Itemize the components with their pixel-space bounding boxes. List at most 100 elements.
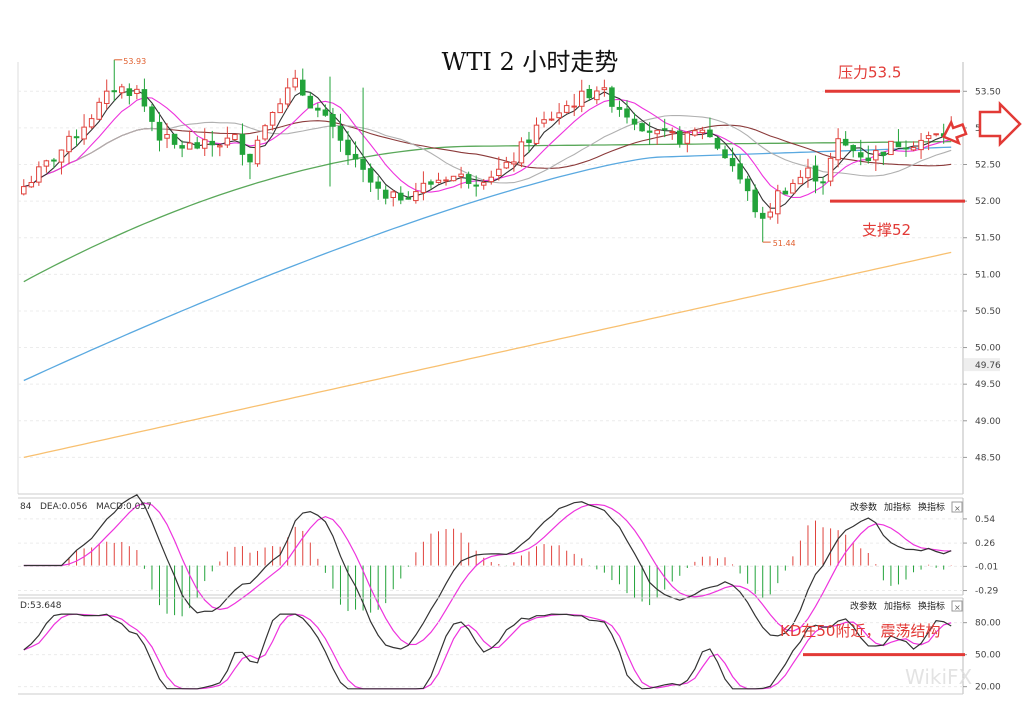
candle [88, 114, 95, 129]
candle [782, 187, 789, 195]
candle [842, 131, 849, 147]
candle-body [247, 153, 253, 163]
candle [367, 163, 374, 192]
macd-close-icon[interactable] [951, 501, 963, 513]
candle-body [262, 125, 268, 140]
candle-body [925, 135, 932, 139]
dea-label: DEA:0.056 [40, 502, 88, 512]
candle-body [631, 118, 638, 125]
kd-close-icon[interactable] [951, 600, 963, 612]
candle [322, 104, 329, 117]
candle-body [315, 107, 321, 111]
candle [277, 98, 283, 114]
candle [420, 171, 427, 201]
candle [594, 86, 600, 105]
kd-y-tick-label: 50.00 [975, 651, 1001, 661]
candle-body [194, 142, 200, 149]
candle-body [96, 101, 102, 120]
main-y-tick-label: 50.00 [975, 344, 1001, 354]
main-y-tick-label: 52.50 [975, 161, 1001, 171]
kd-edit-params-button[interactable]: 改参数 [850, 600, 877, 612]
candle-body [337, 125, 344, 141]
candle [722, 145, 728, 159]
candle-body [217, 145, 223, 148]
candle-body [624, 108, 630, 118]
watermark: WikiFX [905, 665, 973, 689]
candle-body [284, 87, 291, 105]
candle-body [450, 175, 457, 182]
candle [729, 147, 736, 172]
candle [382, 185, 389, 205]
kd-add-indicator-button[interactable]: 加指标 [884, 600, 911, 612]
candle [925, 131, 932, 151]
main-y-tick-label: 51.00 [975, 270, 1001, 280]
candle-body [307, 95, 314, 109]
candle-body [405, 197, 412, 200]
candle-body [518, 141, 525, 164]
candle [103, 79, 110, 110]
candle-body [322, 109, 329, 116]
candle [345, 130, 351, 166]
candle-body [782, 190, 789, 195]
macd-y-axis: 0.54 0.26 -0.01 -0.29 [963, 515, 999, 597]
candle [790, 179, 796, 194]
candle-body [842, 138, 849, 146]
candle [398, 186, 404, 205]
candle [895, 129, 902, 148]
candle [473, 175, 479, 197]
candle-body [707, 129, 713, 138]
candle [767, 202, 774, 220]
candle [624, 100, 630, 124]
candle [571, 93, 577, 117]
candle [496, 156, 502, 181]
low-label: 51.44 [773, 239, 796, 248]
macd-y-tick-label: -0.29 [975, 587, 999, 597]
kd-header-label: D:53.648 [20, 601, 62, 611]
candle [827, 152, 834, 187]
candle [707, 117, 713, 138]
candle [737, 155, 743, 184]
moving-averages [23, 90, 952, 459]
candle [254, 135, 261, 167]
candle [669, 127, 676, 140]
candle [880, 151, 887, 166]
candle-body [375, 181, 381, 189]
candle-body [209, 140, 216, 146]
candle [292, 69, 298, 91]
candle [405, 191, 412, 200]
candle-body [775, 190, 781, 215]
ma-orange-line [23, 251, 952, 459]
candle [480, 178, 487, 190]
candle-body [857, 152, 864, 158]
candle-body [277, 103, 283, 114]
support-label: 支撑52 [862, 221, 911, 239]
candle-body [156, 121, 163, 141]
candle [360, 87, 366, 183]
macd-edit-params-button[interactable]: 改参数 [850, 501, 877, 513]
ma-blue-line [23, 146, 952, 382]
kd-close-symbol: × [954, 603, 961, 612]
k-line [23, 613, 952, 690]
main-y-tick-label: 48.50 [975, 453, 1001, 463]
candle-body [73, 136, 80, 139]
candle [556, 103, 562, 125]
main-y-tick-label: 50.50 [975, 307, 1001, 317]
candle-body [865, 157, 872, 162]
candle-body [330, 114, 336, 127]
candle [933, 133, 939, 137]
kd-switch-indicator-button[interactable]: 换指标 [918, 600, 945, 612]
candle [28, 175, 35, 188]
candle-body [103, 90, 110, 104]
candle-body [58, 149, 65, 163]
candle [541, 111, 547, 128]
macd-add-indicator-button[interactable]: 加指标 [884, 501, 911, 513]
candle [850, 144, 856, 158]
d-line [23, 613, 952, 690]
candle-body [367, 168, 374, 183]
macd-switch-indicator-button[interactable]: 换指标 [918, 501, 945, 513]
candle [503, 156, 510, 170]
candle-body [601, 87, 608, 91]
candle [209, 130, 216, 157]
macd-close-symbol: × [954, 504, 961, 513]
annotations: 53.93 51.44 压力53.5 支撑52 [114, 57, 965, 248]
